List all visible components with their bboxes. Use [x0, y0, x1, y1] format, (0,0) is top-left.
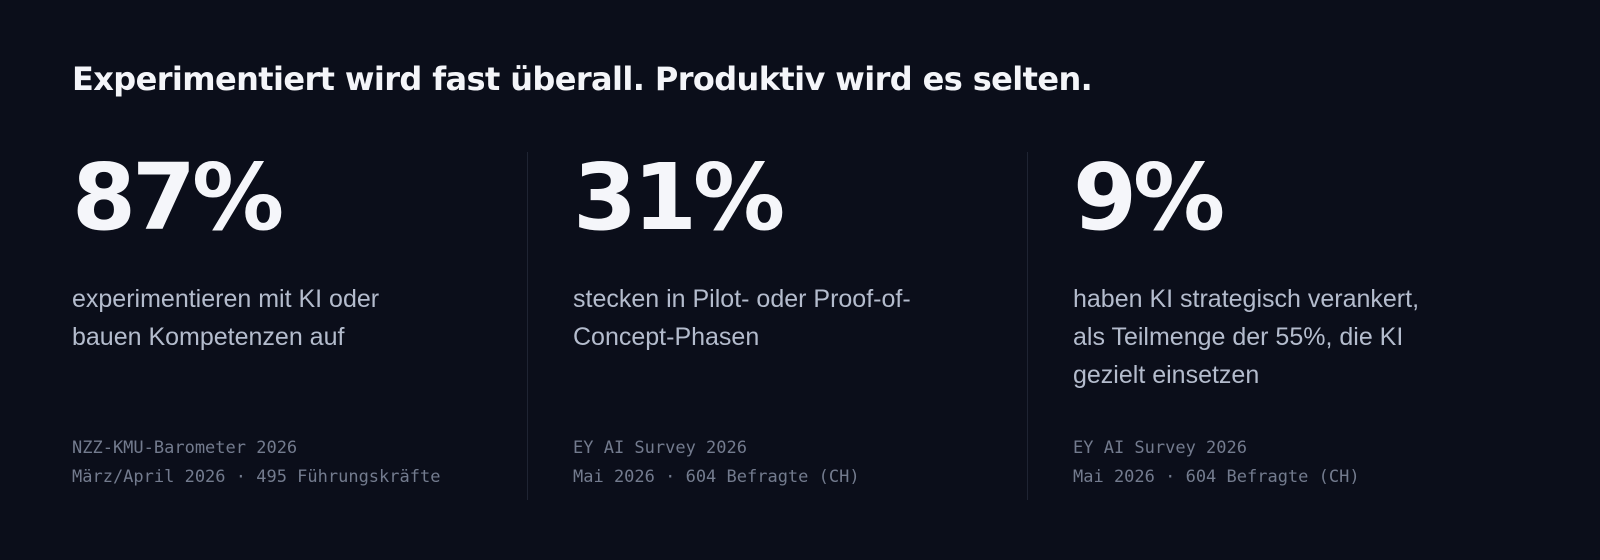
stat-card-31: 31% stecken in Pilot- oder Proof-of-Conc… [527, 144, 1027, 500]
stat-description: haben KI strategisch verankert, als Teil… [1073, 285, 1420, 389]
source-detail: März/April 2026 · 495 Führungskräfte [72, 467, 441, 487]
stat-value: 31% [573, 144, 785, 251]
stat-description: stecken in Pilot- oder Proof-of-Concept-… [573, 285, 911, 351]
stat-source: EY AI Survey 2026 Mai 2026 · 604 Befragt… [1073, 434, 1360, 492]
source-detail: Mai 2026 · 604 Befragte (CH) [573, 467, 860, 487]
source-title: NZZ-KMU-Barometer 2026 [72, 438, 298, 458]
stat-value: 87% [72, 144, 284, 251]
source-title: EY AI Survey 2026 [573, 438, 747, 458]
section-headline: Experimentiert wird fast überall. Produk… [72, 60, 1093, 98]
stat-value: 9% [1073, 144, 1225, 251]
stat-description: experimentieren mit KI oder bauen Kompet… [72, 285, 380, 351]
stats-row: 87% experimentieren mit KI oder bauen Ko… [72, 144, 1572, 500]
stat-source: NZZ-KMU-Barometer 2026 März/April 2026 ·… [72, 434, 440, 492]
source-title: EY AI Survey 2026 [1073, 438, 1247, 458]
source-detail: Mai 2026 · 604 Befragte (CH) [1073, 467, 1360, 487]
stat-card-87: 87% experimentieren mit KI oder bauen Ko… [72, 144, 527, 500]
stat-card-9: 9% haben KI strategisch verankert, als T… [1027, 144, 1527, 500]
stat-source: EY AI Survey 2026 Mai 2026 · 604 Befragt… [573, 434, 860, 492]
